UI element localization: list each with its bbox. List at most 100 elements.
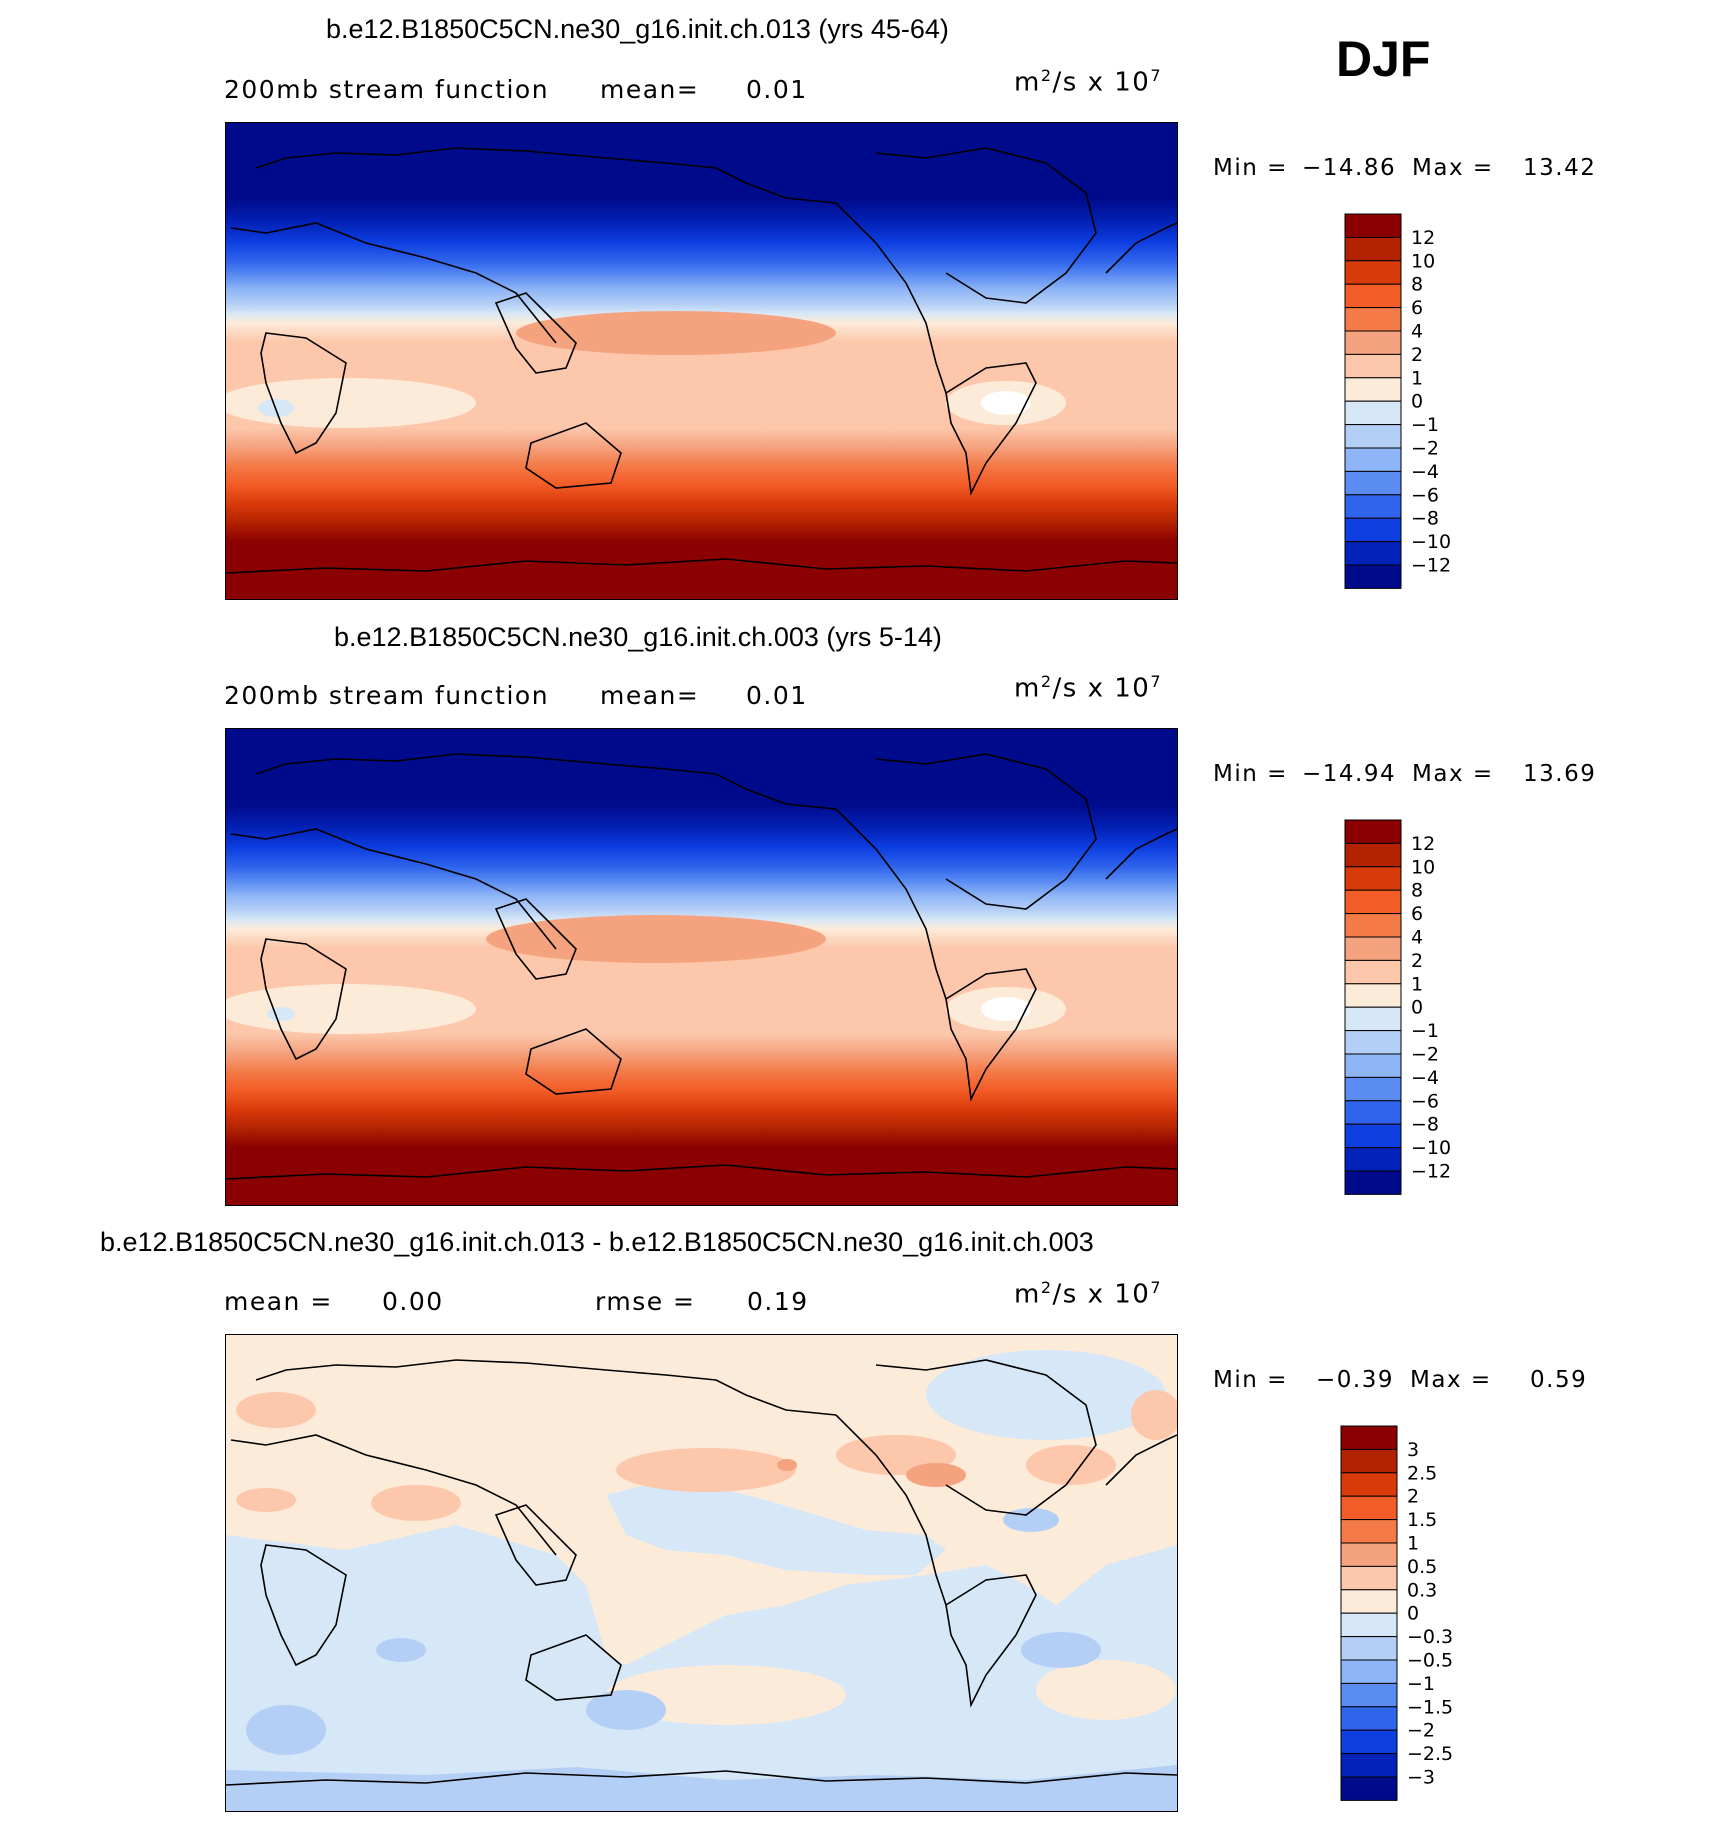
colorbar-tick-label: −6: [1411, 484, 1439, 506]
colorbar-tick-label: 12: [1411, 833, 1435, 855]
colorbar-box: [1340, 1753, 1398, 1778]
colorbar-tick-label: −6: [1411, 1090, 1439, 1112]
colorbar-tick-label: 6: [1411, 903, 1423, 925]
colorbar-box: [1344, 541, 1402, 566]
colorbar-box: [1340, 1682, 1398, 1708]
colorbar-tick-label: 4: [1411, 321, 1423, 343]
colorbar-box: [1344, 959, 1402, 985]
colorbar-box: [1344, 913, 1402, 938]
colorbar-box: [1344, 307, 1402, 332]
colorbar-box: [1344, 283, 1402, 309]
colorbar-tick-label: 2: [1407, 1486, 1419, 1508]
colorbar-box: [1344, 377, 1402, 402]
season-label: DJF: [1336, 31, 1431, 87]
colorbar-box: [1344, 819, 1402, 844]
colorbar-tick-label: 1.5: [1407, 1509, 1437, 1531]
colorbar-tick-label: −1: [1411, 1020, 1439, 1042]
colorbar-tick-label: −10: [1411, 531, 1451, 553]
colorbar-tick-label: −2: [1411, 438, 1439, 460]
colorbar-tick-label: 3: [1407, 1439, 1419, 1461]
colorbar-tick-label: 6: [1411, 297, 1423, 319]
colorbar-tick-label: 8: [1411, 880, 1423, 902]
colorbar-box: [1344, 447, 1402, 472]
panel-3-title: b.e12.B1850C5CN.ne30_g16.init.ch.013 - b…: [100, 1227, 1094, 1257]
colorbar-box: [1340, 1612, 1398, 1638]
panel-2-min-label: Min =: [1213, 761, 1288, 787]
colorbar-tick-label: 0: [1411, 391, 1423, 413]
colorbar-tick-label: 2: [1411, 950, 1423, 972]
colorbar-box: [1340, 1589, 1398, 1614]
colorbar-box: [1344, 470, 1402, 496]
colorbar-tick-label: 1: [1407, 1533, 1419, 1555]
panel-1-min-value: −14.86: [1302, 155, 1397, 181]
panel-2-max-value: 13.69: [1523, 761, 1597, 787]
colorbar-tick-label: 1: [1411, 973, 1423, 995]
colorbar-tick-label: 0.3: [1407, 1579, 1437, 1601]
panel-3-max-value: 0.59: [1530, 1367, 1588, 1393]
colorbar-box: [1340, 1565, 1398, 1591]
panel-3-colorbar: 32.521.510.50.30−0.3−0.5−1−1.5−2−2.5−3: [1340, 1425, 1453, 1801]
colorbar-tick-label: −0.3: [1407, 1626, 1453, 1648]
colorbar-tick-label: 0: [1407, 1603, 1419, 1625]
colorbar-box: [1340, 1776, 1398, 1801]
colorbar-tick-label: −4: [1411, 461, 1439, 483]
colorbar-box: [1344, 1170, 1402, 1195]
colorbar-box: [1344, 236, 1402, 262]
colorbar-box: [1344, 1030, 1402, 1055]
colorbar-box: [1344, 936, 1402, 961]
colorbar-tick-label: 8: [1411, 274, 1423, 296]
colorbar-box: [1344, 842, 1402, 868]
colorbar-tick-label: 0: [1411, 997, 1423, 1019]
colorbar-box: [1340, 1425, 1398, 1450]
colorbar-tick-label: 2.5: [1407, 1462, 1437, 1484]
colorbar-tick-label: −4: [1411, 1067, 1439, 1089]
colorbar-tick-label: −2: [1411, 1044, 1439, 1066]
panel-1-max-label: Max =: [1412, 155, 1494, 181]
panel-3-mean-label: mean =: [224, 1287, 333, 1316]
colorbar-tick-label: −1: [1407, 1673, 1435, 1695]
colorbar-box: [1344, 1147, 1402, 1172]
colorbar-tick-label: −2: [1407, 1720, 1435, 1742]
colorbar-box: [1344, 1123, 1402, 1149]
panel-3-max-label: Max =: [1410, 1367, 1492, 1393]
colorbar-box: [1340, 1542, 1398, 1567]
colorbar-box: [1340, 1448, 1398, 1474]
colorbar-box: [1340, 1729, 1398, 1755]
panel-1-max-value: 13.42: [1523, 155, 1597, 181]
colorbar-box: [1344, 517, 1402, 543]
colorbar-tick-label: 10: [1411, 250, 1435, 272]
colorbar-tick-label: 0.5: [1407, 1556, 1437, 1578]
panel-1-mean-value: 0.01: [746, 75, 808, 104]
colorbar-box: [1344, 866, 1402, 891]
panel-1-title: b.e12.B1850C5CN.ne30_g16.init.ch.013 (yr…: [326, 14, 949, 44]
panel-3-units: m2/s x 107: [1014, 1278, 1163, 1310]
colorbar-box: [1344, 1100, 1402, 1125]
colorbar-box: [1344, 1076, 1402, 1102]
panel-3-rmse-label: rmse =: [595, 1287, 696, 1316]
colorbar-tick-label: −12: [1411, 1161, 1451, 1183]
colorbar-tick-label: −1: [1411, 414, 1439, 436]
panel-1-min-label: Min =: [1213, 155, 1288, 181]
panel-2-units: m2/s x 107: [1014, 672, 1163, 704]
colorbar-box: [1344, 889, 1402, 915]
colorbar-tick-label: 10: [1411, 856, 1435, 878]
colorbar-box: [1344, 494, 1402, 519]
colorbar-tick-label: −0.5: [1407, 1650, 1453, 1672]
colorbar-box: [1344, 564, 1402, 589]
panel-1-map: [225, 122, 1178, 600]
colorbar-box: [1344, 213, 1402, 238]
colorbar-box: [1340, 1495, 1398, 1521]
colorbar-tick-label: −1.5: [1407, 1696, 1453, 1718]
colorbar-box: [1344, 400, 1402, 426]
colorbar-tick-label: −12: [1411, 555, 1451, 577]
panel-2-map: [225, 728, 1178, 1206]
panel-1-units: m2/s x 107: [1014, 66, 1163, 98]
colorbar-tick-label: 1: [1411, 367, 1423, 389]
colorbar-box: [1344, 353, 1402, 379]
colorbar-tick-label: 2: [1411, 344, 1423, 366]
colorbar-box: [1340, 1519, 1398, 1544]
colorbar-box: [1340, 1472, 1398, 1497]
colorbar-tick-label: −8: [1411, 1114, 1439, 1136]
panel-2-title: b.e12.B1850C5CN.ne30_g16.init.ch.003 (yr…: [334, 622, 942, 652]
